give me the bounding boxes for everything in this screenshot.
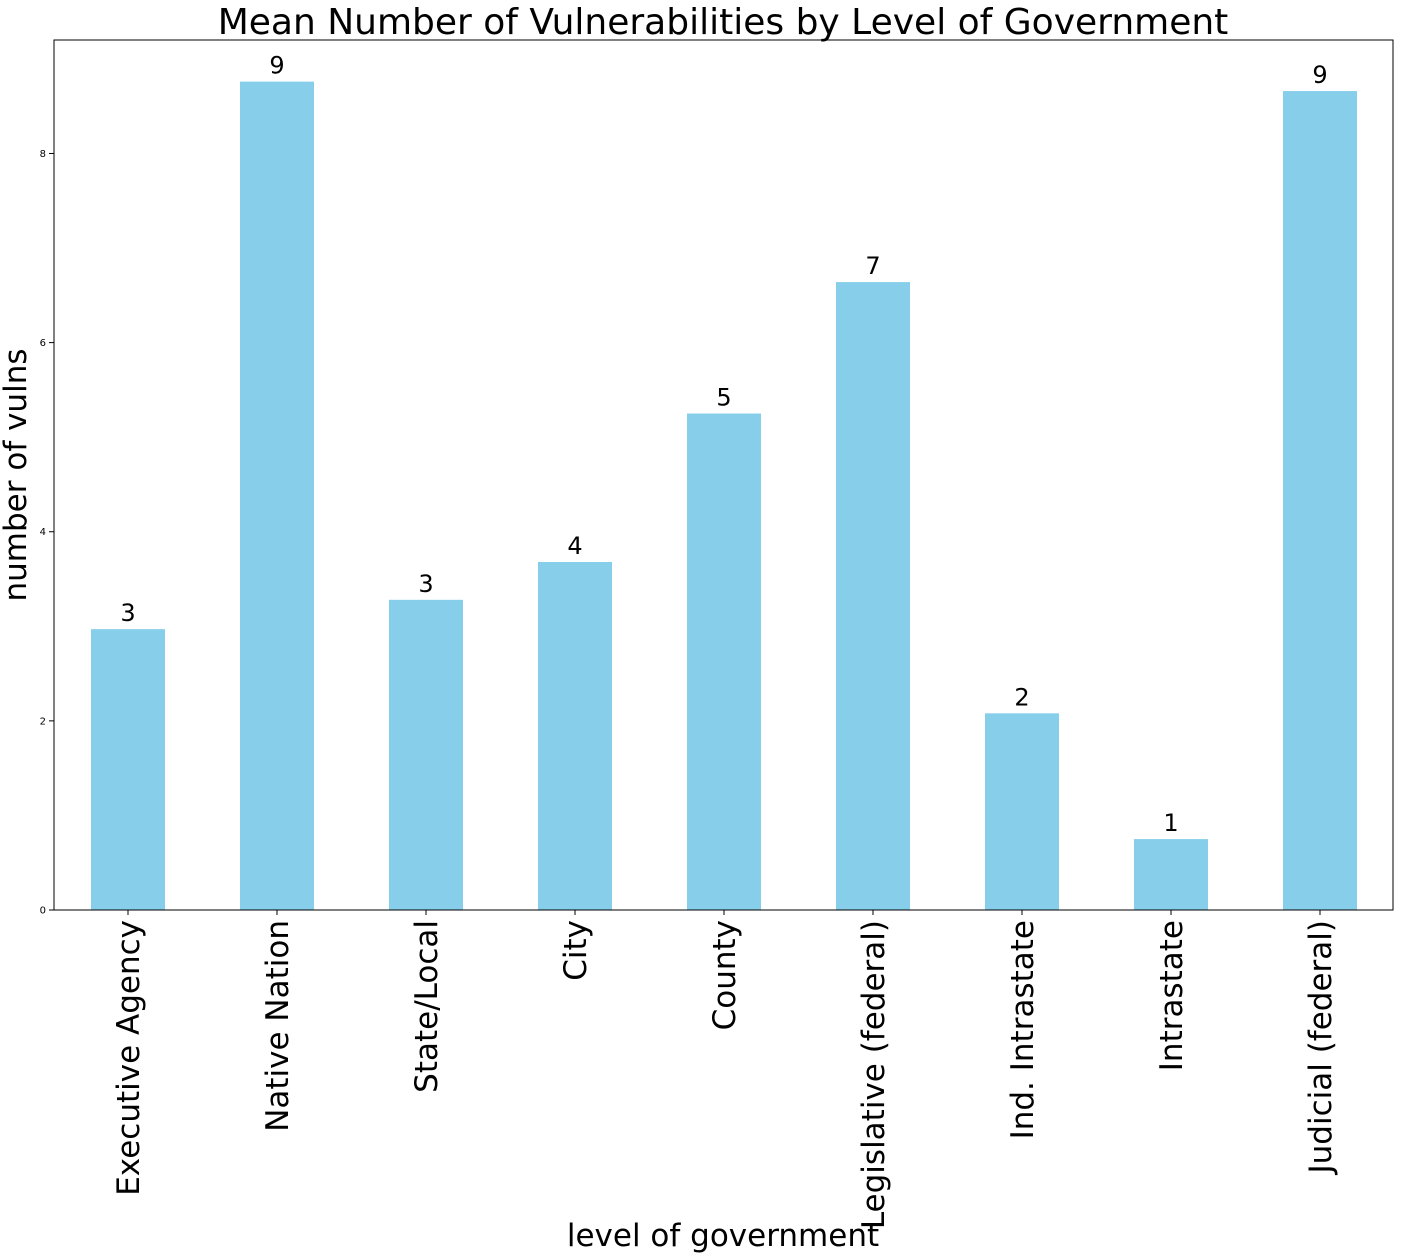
data-label-6: 2 [1014, 683, 1029, 711]
x-tick-label-5: Legislative (federal) [856, 920, 892, 1229]
x-tick-label-4: County [707, 920, 743, 1030]
bar-5 [836, 282, 910, 911]
bar-7 [1134, 839, 1208, 910]
bar-0 [91, 629, 165, 910]
bar-1 [240, 81, 314, 910]
bar-4 [687, 413, 761, 910]
x-tick-label-1: Native Nation [260, 920, 296, 1132]
data-label-5: 7 [865, 252, 880, 280]
data-label-7: 1 [1163, 809, 1178, 837]
bar-6 [985, 713, 1059, 910]
x-tick-label-0: Executive Agency [111, 920, 147, 1196]
x-tick-label-6: Ind. Intrastate [1005, 920, 1041, 1139]
data-label-4: 5 [716, 384, 731, 412]
y-axis-label: number of vulns [0, 349, 34, 602]
data-label-2: 3 [418, 570, 433, 598]
bar-2 [389, 599, 463, 910]
x-tick-label-7: Intrastate [1154, 920, 1190, 1071]
x-axis-label: level of government [567, 1218, 879, 1254]
chart-title: Mean Number of Vulnerabilities by Level … [218, 2, 1229, 43]
y-tick-label-0: 0 [40, 906, 46, 917]
x-tick-label-3: City [558, 920, 594, 981]
y-tick-label-1: 2 [40, 716, 46, 727]
y-tick-label-4: 8 [40, 149, 46, 160]
bar-3 [538, 562, 612, 910]
bars [91, 81, 1357, 911]
x-tick-label-2: State/Local [409, 920, 445, 1093]
x-tick-label-8: Judicial (federal) [1303, 920, 1339, 1175]
y-axis-ticks: 0 2 4 6 8 [40, 149, 54, 917]
x-axis-ticks: Executive Agency Native Nation State/Local… [111, 910, 1339, 1229]
data-label-0: 3 [120, 599, 135, 627]
data-label-1: 9 [269, 52, 284, 80]
data-labels: 3 9 3 4 5 7 2 1 9 [120, 52, 1327, 837]
y-tick-label-2: 4 [40, 527, 46, 538]
data-label-8: 9 [1312, 61, 1327, 89]
plot-area-frame [53, 39, 1394, 911]
bar-8 [1283, 91, 1357, 911]
data-label-3: 4 [567, 532, 582, 560]
y-tick-label-3: 6 [40, 338, 46, 349]
